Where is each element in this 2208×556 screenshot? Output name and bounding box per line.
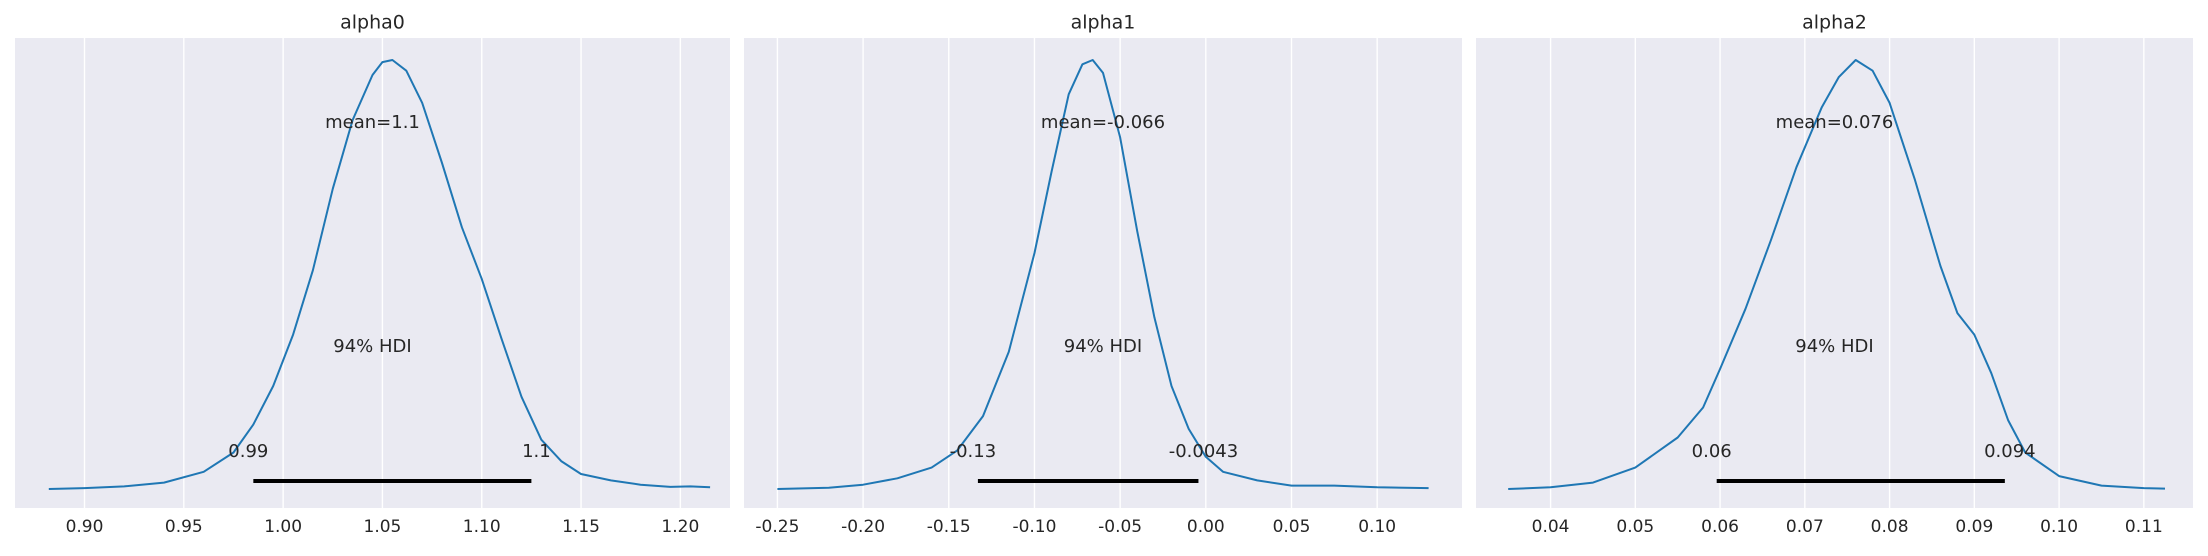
x-tick-label: -0.05: [1098, 517, 1142, 537]
x-tick-label: -0.25: [755, 517, 799, 537]
x-tick-label: 1.15: [562, 517, 600, 537]
hdi-upper-label: 1.1: [522, 441, 551, 462]
hdi-upper-label: -0.0043: [1169, 441, 1238, 462]
x-tick-label: 0.00: [1187, 517, 1225, 537]
density-curve: [1508, 59, 2166, 490]
x-tick-label: 0.11: [2125, 517, 2163, 537]
hdi-lower-label: 0.06: [1692, 441, 1732, 462]
mean-label: mean=-0.066: [1041, 112, 1165, 133]
x-tick-label: 0.05: [1273, 517, 1311, 537]
hdi-caption: 94% HDI: [1064, 336, 1142, 357]
x-tick-label: 1.10: [463, 517, 501, 537]
subplot-title: alpha2: [1802, 12, 1867, 34]
mean-label: mean=1.1: [325, 112, 420, 133]
x-tick-label: 0.07: [1786, 517, 1824, 537]
hdi-caption: 94% HDI: [1795, 336, 1873, 357]
plot-background: [15, 38, 730, 508]
density-curve: [777, 59, 1429, 490]
x-tick-label: 0.90: [66, 517, 104, 537]
plot-background: [1476, 38, 2193, 508]
x-tick-label: 0.10: [2040, 517, 2078, 537]
subplot-title: alpha1: [1071, 12, 1136, 34]
subplot-alpha0: 0.90 0.95 1.00 1.05 1.10 1.15 1.20 0.99 1.1 mean=…: [15, 12, 730, 537]
subplot-alpha1: -0.25 -0.20 -0.15 -0.10 -0.05 0.00 0.05 0.10 -0.…: [744, 12, 1462, 537]
x-tick-label: 0.04: [1532, 517, 1570, 537]
subplot-title: alpha0: [340, 12, 405, 34]
x-tick-label: 0.08: [1871, 517, 1909, 537]
x-tick-label: 0.95: [165, 517, 203, 537]
x-tick-label: -0.10: [1012, 517, 1056, 537]
subplot-alpha2: 0.04 0.05 0.06 0.07 0.08 0.09 0.10 0.11 0.06 0.09…: [1476, 12, 2193, 537]
x-tick-label: 0.09: [1955, 517, 1993, 537]
x-tick-label: 0.05: [1616, 517, 1654, 537]
x-tick-label: 0.06: [1701, 517, 1739, 537]
hdi-upper-label: 0.094: [1984, 441, 2036, 462]
x-tick-label: 1.20: [661, 517, 699, 537]
x-tick-label: -0.20: [841, 517, 885, 537]
x-tick-label: 1.00: [264, 517, 302, 537]
hdi-caption: 94% HDI: [333, 336, 411, 357]
hdi-lower-label: -0.13: [950, 441, 997, 462]
x-tick-label: -0.15: [927, 517, 971, 537]
x-tick-label: 0.10: [1358, 517, 1396, 537]
density-curve: [48, 59, 711, 490]
plot-background: [744, 38, 1462, 508]
hdi-lower-label: 0.99: [228, 441, 268, 462]
mean-label: mean=0.076: [1776, 112, 1894, 133]
x-tick-label: 1.05: [364, 517, 402, 537]
